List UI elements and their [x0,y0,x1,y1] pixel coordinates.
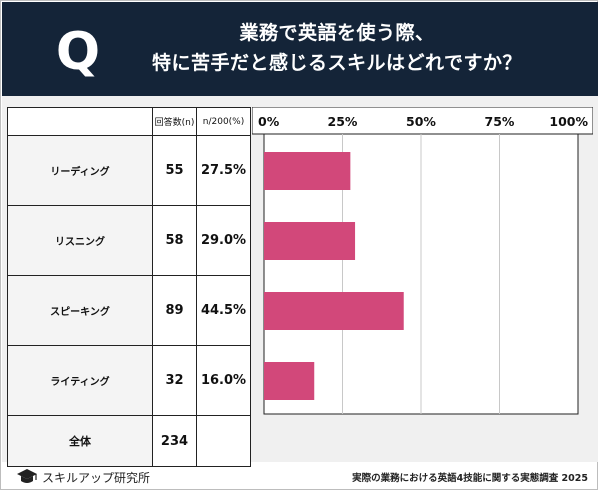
row-percent-speaking: 44.5% [196,275,251,346]
tick-label-50: 50% [406,114,436,129]
title-line-2: 特に苦手だと感じるスキルはどれですか？ [152,52,522,74]
row-label-reading: リーディング [7,135,153,206]
table-total-row: 全体 234 [7,415,251,467]
percent-header: n/200(%) [196,107,251,136]
bar-chart: 0% 25% 50% 75% 100% [252,107,593,462]
graduation-cap-icon [17,469,37,483]
row-percent-listening: 29.0% [196,205,251,276]
total-blank-cell [196,415,251,467]
header-blank-cell [7,107,153,136]
bar-0 [264,152,351,190]
row-label-writing: ライティング [7,345,153,416]
row-count-reading: 55 [152,135,197,206]
row-count-listening: 58 [152,205,197,276]
tick-label-100: 100% [549,114,588,129]
table-row: スピーキング 89 44.5% [7,275,251,346]
total-count: 234 [152,415,197,467]
total-label: 全体 [7,415,153,467]
table-row: ライティング 32 16.0% [7,345,251,416]
row-percent-reading: 27.5% [196,135,251,206]
tick-label-75: 75% [485,114,515,129]
survey-note: 実際の業務における英語4技能に関する実態調査 2025 [352,473,588,484]
row-label-listening: リスニング [7,205,153,276]
title-line-1: 業務で英語を使う際、 [239,22,435,44]
table-row: リスニング 58 29.0% [7,205,251,276]
row-count-writing: 32 [152,345,197,416]
row-count-speaking: 89 [152,275,197,346]
tick-label-25: 25% [328,114,358,129]
axis-header-band [252,107,593,135]
bar-3 [264,362,315,400]
row-percent-writing: 16.0% [196,345,251,416]
table-header-row: 回答数(n) n/200(%) [7,107,251,136]
brand-logo: スキルアップ研究所 [16,466,150,488]
brand-name: スキルアップ研究所 [42,470,151,485]
question-header: Q 業務で英語を使う際、 特に苦手だと感じるスキルはどれですか？ [2,2,598,96]
q-mark-icon: Q [55,22,101,82]
tick-label-0: 0% [258,114,280,129]
table-row: リーディング 55 27.5% [7,135,251,206]
bar-1 [264,222,356,260]
question-title: 業務で英語を使う際、 特に苦手だと感じるスキルはどれですか？ [112,18,562,78]
row-label-speaking: スピーキング [7,275,153,346]
bar-chart-svg: 0% 25% 50% 75% 100% [252,107,593,415]
count-header: 回答数(n) [152,107,197,136]
bar-2 [264,292,404,330]
data-table: 回答数(n) n/200(%) リーディング 55 27.5% リスニング 58… [7,107,251,467]
